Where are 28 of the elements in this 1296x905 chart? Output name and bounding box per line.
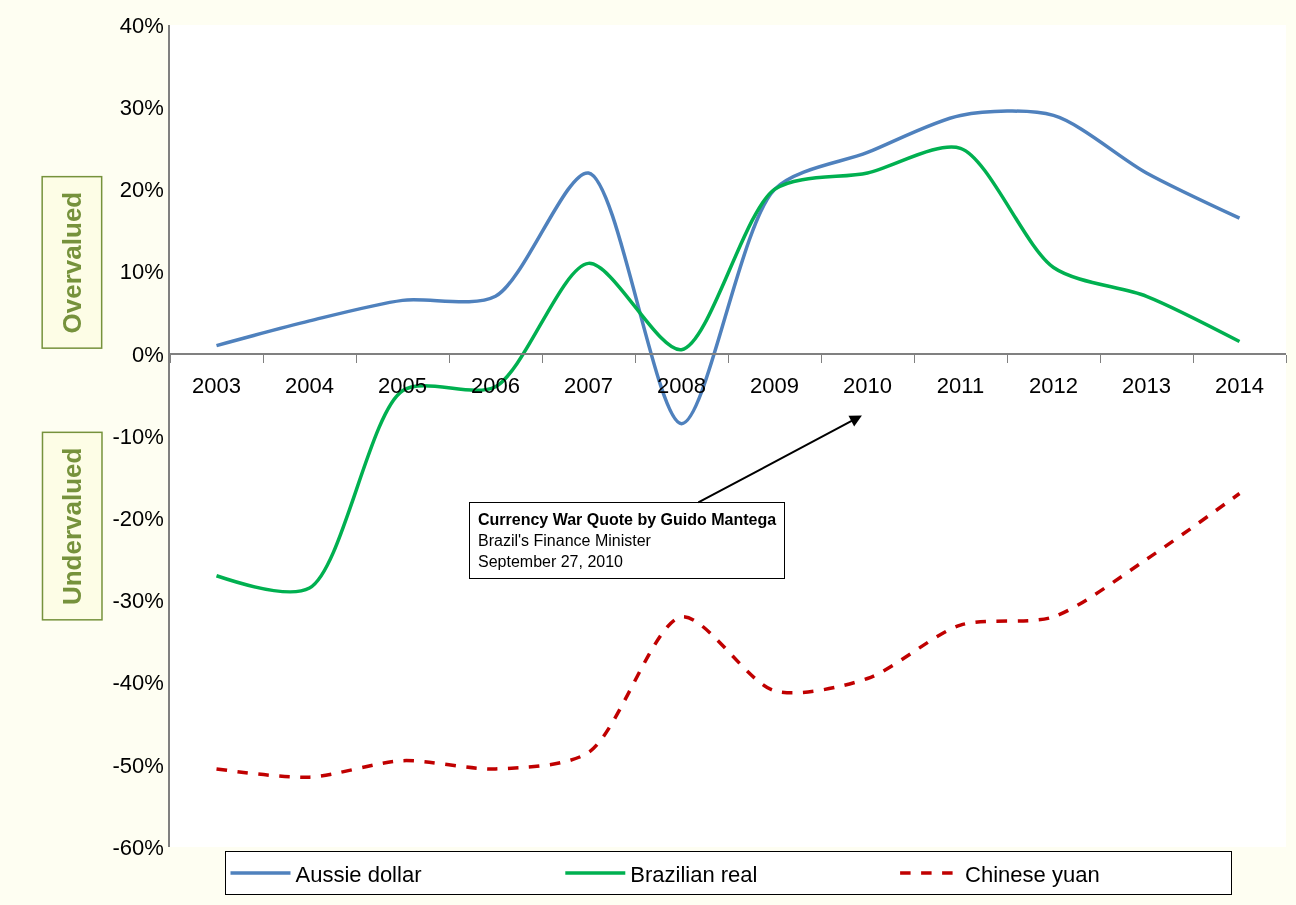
y-tick-label: -10% — [112, 423, 164, 449]
x-tick-label: 2014 — [1215, 372, 1264, 398]
x-tick-label: 2003 — [192, 372, 241, 398]
y-tick-label: -30% — [112, 588, 164, 614]
y-tick-label: 20% — [119, 177, 164, 203]
y-tick-label: -50% — [112, 752, 164, 778]
x-tick-label: 2010 — [843, 372, 892, 398]
x-tick-label: 2004 — [285, 372, 334, 398]
y-tick-label: -60% — [112, 834, 164, 860]
x-tick-label: 2012 — [1029, 372, 1078, 398]
y-tick-label: -40% — [112, 670, 164, 696]
y-tick-label: -20% — [112, 505, 164, 531]
line-series — [214, 491, 1242, 779]
y-tick-label: 0% — [132, 341, 164, 367]
text: Overvalued — [56, 191, 87, 334]
legend-label: Aussie dollar — [295, 861, 422, 887]
y-tick-label: 40% — [119, 12, 164, 38]
y-tick-label: 30% — [119, 94, 164, 120]
x-tick-label: 2011 — [936, 372, 985, 398]
legend-label: Chinese yuan — [965, 861, 1100, 887]
text: Undervalued — [57, 447, 88, 606]
x-tick-label: 2007 — [564, 372, 613, 398]
x-tick-label: 2013 — [1122, 372, 1171, 398]
legend-label: Brazilian real — [630, 861, 758, 887]
x-tick-label: 2009 — [750, 372, 799, 398]
x-tick-label: 2005 — [378, 372, 427, 398]
annotation: Currency War Quote by Guido Mantega Brazil's Finance Minister September 27, 2010 — [478, 511, 777, 570]
y-tick-label: 10% — [119, 259, 164, 285]
